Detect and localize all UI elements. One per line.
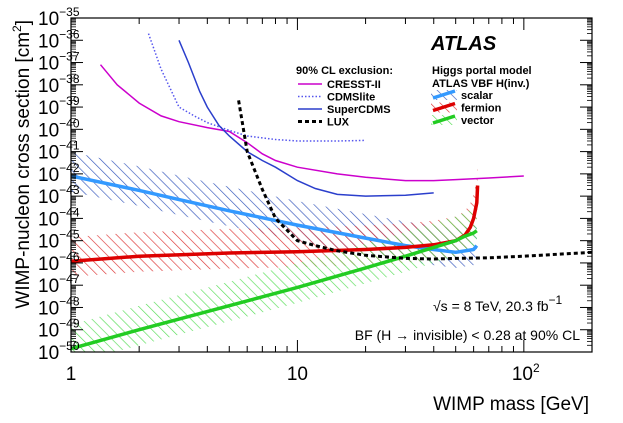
line-lux bbox=[237, 100, 592, 261]
y-tick-label: 10−48 bbox=[38, 294, 80, 319]
x-tick-label: 10 bbox=[287, 364, 308, 385]
x-axis-title: WIMP mass [GeV] bbox=[433, 394, 589, 415]
line-cdmslite bbox=[147, 33, 366, 142]
y-tick-label: 10−39 bbox=[38, 94, 80, 119]
series-layer bbox=[71, 33, 592, 352]
y-tick-label: 10−38 bbox=[38, 72, 80, 97]
legend-swatch-vector bbox=[432, 114, 456, 125]
line-cresst-ii bbox=[99, 64, 524, 182]
y-tick-label: 10−44 bbox=[38, 205, 80, 230]
legend-label-supercdms: SuperCDMS bbox=[327, 104, 391, 116]
tick-labels-layer: 1 10 10210−5010−4910−4810−4710−4610−4510−4… bbox=[38, 5, 540, 385]
legend-exclusion-header: 90% CL exclusion: bbox=[296, 65, 393, 77]
y-tick-label: 10−37 bbox=[38, 50, 80, 75]
legend-higgs-header-1: Higgs portal model bbox=[432, 65, 532, 77]
y-tick-label: 10−41 bbox=[38, 139, 80, 164]
y-tick-label: 10−36 bbox=[38, 27, 80, 52]
legend-label-lux: LUX bbox=[327, 117, 350, 129]
ticks-layer bbox=[70, 17, 593, 353]
legend-label-scalar: scalar bbox=[461, 90, 494, 102]
legend: 90% CL exclusion: Higgs portal model ATL… bbox=[296, 65, 532, 129]
y-tick-label: 10−43 bbox=[38, 183, 80, 208]
y-tick-label: 10−40 bbox=[38, 116, 80, 141]
y-tick-label: 10−50 bbox=[38, 339, 80, 364]
y-tick-label: 10−46 bbox=[38, 250, 80, 275]
legend-label-cdmslite: CDMSlite bbox=[327, 92, 375, 104]
x-tick-label: 102 bbox=[512, 361, 540, 385]
legend-swatch-fermion bbox=[432, 101, 456, 113]
x-tick-label: 1 bbox=[66, 364, 77, 385]
line-supercdms bbox=[178, 40, 434, 197]
branching-fraction-annotation: BF (H → invisible) < 0.28 at 90% CL bbox=[355, 327, 580, 343]
atlas-label: ATLAS bbox=[430, 33, 497, 55]
legend-higgs-header-2: ATLAS VBF H(inv.) bbox=[432, 78, 530, 90]
band-vector bbox=[71, 206, 477, 352]
energy-luminosity-annotation: √s = 8 TeV, 20.3 fb−1 bbox=[433, 293, 563, 314]
legend-label-vector: vector bbox=[461, 115, 495, 127]
line-scalar bbox=[71, 174, 479, 255]
y-tick-label: 10−49 bbox=[38, 317, 80, 342]
line-fermion bbox=[71, 185, 480, 263]
y-tick-label: 10−45 bbox=[38, 228, 80, 253]
legend-swatch-scalar bbox=[432, 89, 456, 100]
legend-label-cresst-ii: CRESST-II bbox=[327, 79, 381, 91]
plot-frame bbox=[70, 17, 593, 353]
legend-label-fermion: fermion bbox=[461, 103, 502, 115]
y-tick-label: 10−35 bbox=[38, 5, 80, 30]
line-vector bbox=[71, 229, 478, 351]
y-tick-label: 10−42 bbox=[38, 161, 80, 186]
y-tick-label: 10−47 bbox=[38, 272, 80, 297]
y-axis-title: WIMP-nucleon cross section [cm2] bbox=[10, 20, 34, 309]
